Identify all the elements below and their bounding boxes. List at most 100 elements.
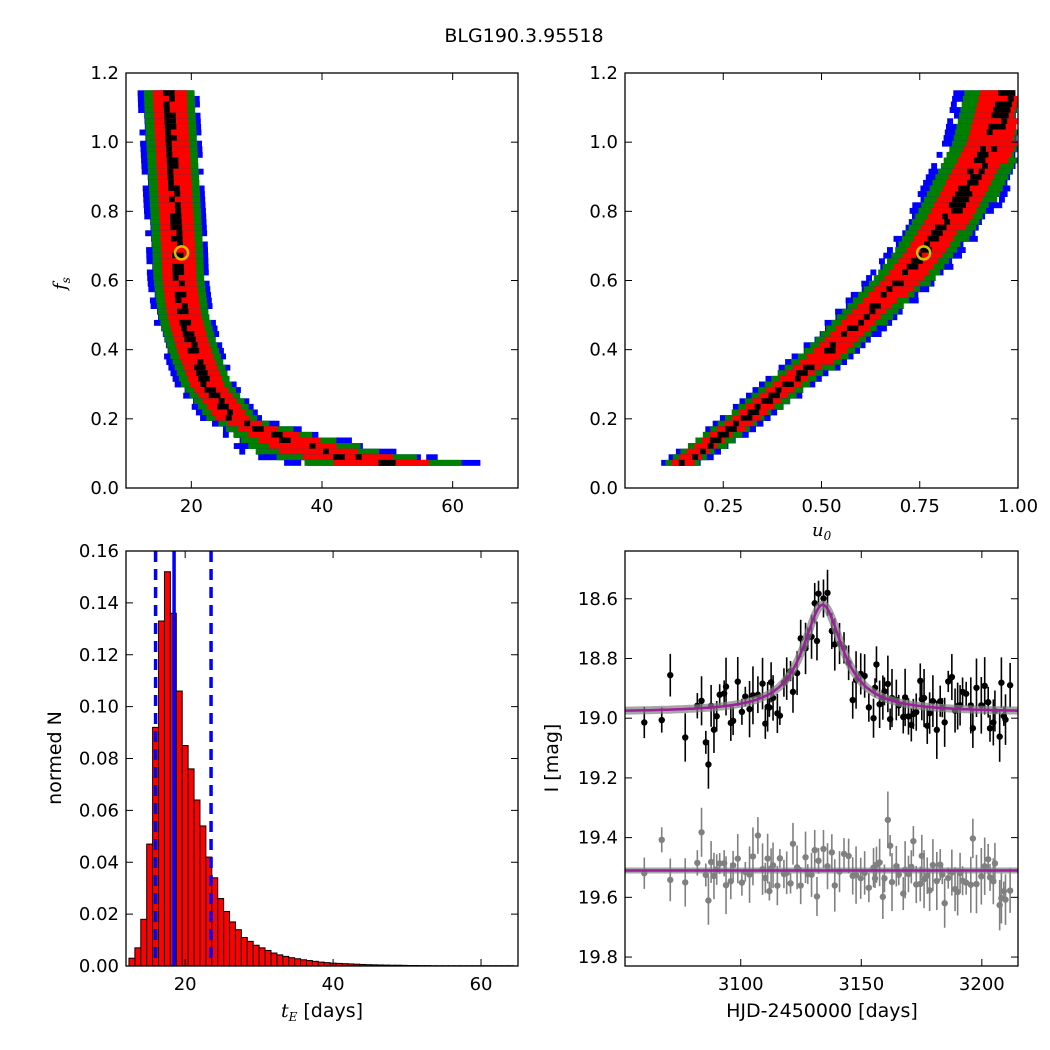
heat-cell — [200, 207, 206, 214]
heat-cell — [181, 381, 187, 388]
heat-cell — [226, 426, 232, 433]
x-tick-label: 1.00 — [998, 496, 1038, 517]
heat-cell — [354, 443, 361, 449]
heat-cell — [141, 168, 148, 175]
heat-cell — [912, 297, 919, 304]
heat-cell — [1012, 118, 1018, 125]
heat-cell — [206, 415, 213, 421]
heat-cell — [194, 387, 201, 393]
heat-cell — [874, 297, 881, 304]
heat-cell — [986, 129, 993, 136]
heat-cell — [957, 151, 964, 158]
heat-cell — [775, 398, 781, 405]
heat-cell — [139, 129, 146, 136]
data-point — [764, 855, 771, 862]
heat-cell — [952, 95, 958, 102]
x-tick-label: 3200 — [959, 974, 1005, 995]
heat-cell — [156, 213, 163, 220]
heat-cell — [970, 112, 977, 119]
heat-cell — [850, 291, 857, 298]
heat-cell — [723, 437, 730, 444]
heat-cell — [940, 174, 947, 181]
heat-cell — [927, 235, 934, 242]
data-point — [742, 693, 749, 700]
heat-cell — [194, 191, 200, 197]
heat-cell — [907, 235, 914, 242]
histogram-bar — [128, 957, 136, 967]
heat-cell — [172, 308, 179, 315]
heat-cell — [929, 219, 936, 225]
data-point — [802, 854, 809, 861]
heat-cell — [163, 331, 170, 337]
heat-cell — [140, 146, 147, 153]
heat-cell — [1009, 107, 1016, 113]
heat-cell — [189, 392, 196, 399]
heat-cell — [206, 303, 213, 309]
heat-cell — [184, 258, 191, 265]
data-point — [722, 683, 730, 690]
x-axis-label: u0 — [812, 520, 832, 543]
heat-cell — [823, 364, 830, 371]
heat-cell — [715, 443, 722, 449]
heat-cell — [811, 359, 818, 365]
heat-cell — [803, 353, 810, 360]
data-point — [991, 860, 999, 867]
heat-cell — [945, 191, 952, 197]
heat-cell — [433, 459, 440, 466]
heat-cell — [892, 303, 899, 309]
heat-cell — [955, 213, 962, 220]
heat-cell — [796, 359, 803, 365]
heat-cell — [978, 168, 985, 175]
heat-cell — [161, 258, 168, 265]
heat-cell — [299, 454, 305, 461]
heat-cell — [157, 241, 164, 248]
data-point — [910, 837, 917, 845]
heat-cell — [154, 280, 160, 287]
heat-cell — [960, 224, 966, 231]
heat-cell — [963, 157, 970, 164]
heat-cell — [991, 185, 998, 192]
heat-cell — [962, 123, 968, 130]
histogram-bar — [217, 898, 225, 967]
heat-cell — [1008, 146, 1015, 153]
data-point — [727, 877, 735, 885]
heat-cell — [181, 207, 188, 214]
y-tick-label: 18.6 — [578, 589, 618, 610]
heat-cell — [195, 129, 202, 136]
data-point — [1002, 716, 1009, 723]
heat-cell — [936, 207, 943, 214]
heat-cell — [325, 443, 331, 449]
model-uncertainty-band — [625, 600, 1018, 715]
heat-cell — [213, 347, 219, 354]
heat-cell — [285, 443, 292, 449]
data-point — [954, 888, 961, 896]
heat-cell — [142, 185, 149, 192]
heat-cell — [960, 191, 967, 197]
heat-cell — [265, 443, 271, 449]
heat-cell — [761, 409, 768, 416]
heat-cell — [810, 347, 816, 354]
heat-cell — [184, 263, 191, 270]
heat-cell — [836, 314, 843, 321]
heat-cell — [198, 185, 205, 192]
heat-cell — [170, 336, 177, 343]
heat-cell — [169, 112, 176, 119]
heat-cell — [158, 314, 165, 321]
heat-cell — [170, 202, 176, 209]
heat-cell — [921, 202, 928, 209]
heat-cell — [881, 325, 887, 332]
heat-cell — [946, 258, 953, 265]
heat-cell — [158, 252, 165, 259]
heat-cell — [276, 431, 283, 438]
heat-cell — [203, 280, 210, 287]
heat-cell — [925, 174, 932, 181]
heat-cell — [944, 129, 951, 136]
heat-cell — [803, 342, 810, 349]
heat-cell — [880, 297, 886, 304]
heat-cell — [186, 286, 192, 293]
heat-cell — [174, 291, 181, 298]
data-point — [969, 725, 977, 732]
heat-cell — [968, 95, 975, 102]
heat-cell — [884, 275, 891, 281]
heat-cell — [806, 353, 813, 360]
